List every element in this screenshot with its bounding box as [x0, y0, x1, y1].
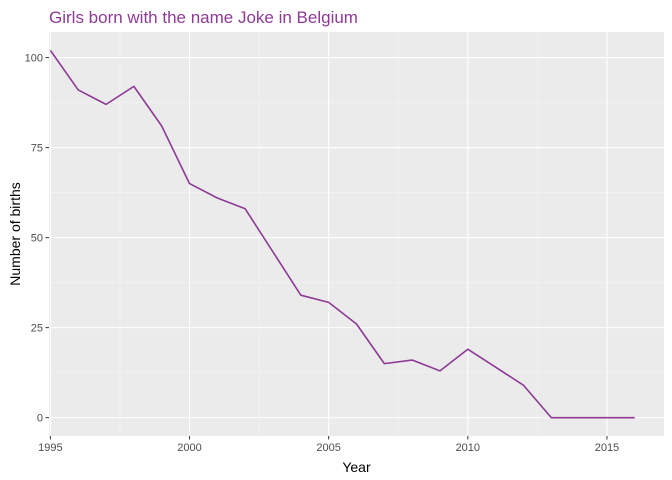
- chart-title: Girls born with the name Joke in Belgium: [49, 8, 358, 27]
- x-tick-label: 2010: [456, 442, 480, 454]
- major-grid-x: [49, 32, 608, 436]
- series-line: [49, 49, 635, 419]
- y-axis-ticks: 0 25 50 75 100: [25, 53, 49, 425]
- x-tick-label: 1995: [38, 442, 62, 454]
- y-tick-label: 0: [37, 413, 43, 425]
- y-tick-label: 75: [31, 143, 43, 155]
- y-tick-label: 50: [31, 233, 43, 245]
- x-axis-ticks: 1995 2000 2005 2010 2015: [38, 436, 619, 454]
- minor-grid-x: [119, 32, 538, 436]
- x-tick-label: 2000: [177, 442, 201, 454]
- x-axis-title: Year: [342, 459, 371, 475]
- y-axis-title: Number of births: [7, 182, 23, 285]
- plot-panel: [49, 32, 664, 436]
- x-tick-label: 2015: [595, 442, 619, 454]
- y-tick-label: 25: [31, 323, 43, 335]
- minor-grid-y: [49, 102, 664, 373]
- y-tick-label: 100: [25, 53, 43, 65]
- x-tick-label: 2005: [316, 442, 340, 454]
